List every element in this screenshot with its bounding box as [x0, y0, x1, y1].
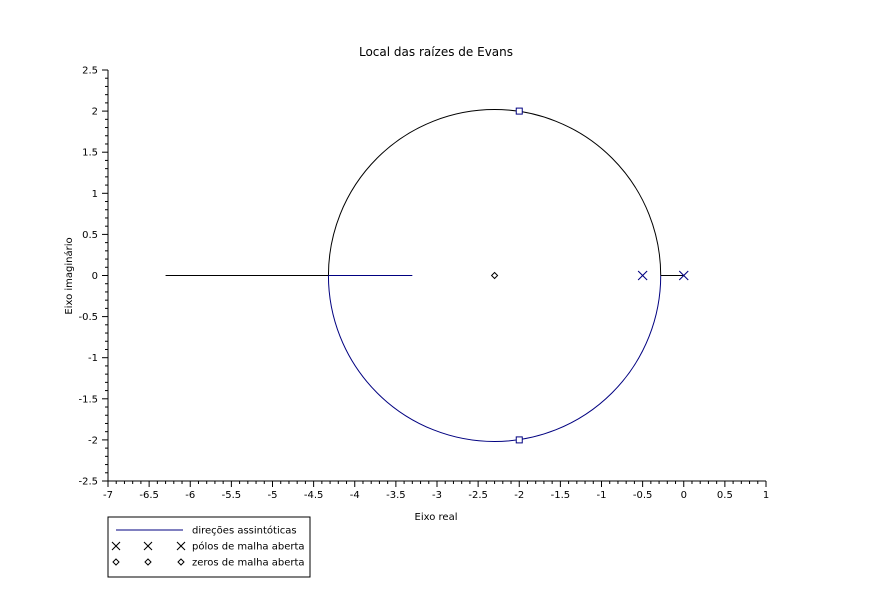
y-tick-label: 1.5 — [82, 148, 98, 159]
y-tick-label: 2.5 — [82, 66, 98, 77]
plot-marks — [165, 107, 689, 444]
y-tick-label: -1 — [88, 353, 98, 364]
pole-stroke — [637, 270, 648, 281]
x-tick-label: -3 — [432, 490, 442, 501]
x-tick-label: 0.5 — [717, 490, 733, 501]
legend-entry-label: zeros de malha aberta — [192, 558, 305, 569]
legend-swatch-x — [143, 541, 153, 551]
x-tick-label: -4 — [350, 490, 360, 501]
pole-stroke — [678, 270, 689, 281]
y-axis-label: Eixo imaginário — [63, 237, 75, 314]
legend-swatch-diamond — [112, 558, 120, 566]
x-tick-label: -2.5 — [468, 490, 488, 501]
y-tick-label: -1.5 — [78, 394, 98, 405]
legend-swatch-diamond — [144, 558, 152, 566]
y-tick-label: -2 — [88, 435, 98, 446]
x-tick-label: -0.5 — [633, 490, 653, 501]
legend-box — [107, 516, 311, 578]
axes: -7 -6.5 -6 -5.5 -5 -4.5 -4 -3.5 -3 -2.5 -2 -1.5 -1 -0… — [78, 66, 769, 502]
pole-stroke — [143, 541, 153, 551]
square-marker — [515, 107, 523, 115]
pole-stroke — [176, 541, 186, 551]
open-loop-zero — [490, 271, 499, 280]
legend-swatch-diamond — [177, 558, 185, 566]
open-loop-pole — [678, 270, 689, 281]
x-tick-label: -6.5 — [139, 490, 159, 501]
y-tick-label: 2 — [92, 107, 98, 118]
x-tick-label: -2 — [514, 490, 524, 501]
y-tick-label: 1 — [92, 189, 98, 200]
x-tick-label: -6 — [185, 490, 195, 501]
x-tick-label: 0 — [681, 490, 687, 501]
x-tick-label: -5.5 — [222, 490, 242, 501]
x-tick-label: -1.5 — [551, 490, 571, 501]
chart-title: Local das raízes de Evans — [359, 45, 513, 59]
legend-entry-label: pólos de malha aberta — [192, 541, 305, 553]
pole-stroke — [111, 541, 121, 551]
x-tick-label: -7 — [103, 490, 113, 501]
y-tick-label: -0.5 — [78, 312, 98, 323]
x-tick-label: -5 — [268, 490, 278, 501]
y-tick-label: 0.5 — [82, 230, 98, 241]
square-marker — [515, 436, 523, 444]
legend-swatch-x — [176, 541, 186, 551]
open-loop-pole — [637, 270, 648, 281]
x-tick-label: -1 — [597, 490, 607, 501]
x-tick-label: -3.5 — [386, 490, 406, 501]
legend: direções assintóticas pólos de malha aber… — [107, 516, 311, 578]
y-tick-label: -2.5 — [78, 477, 98, 488]
x-tick-label: 1 — [763, 490, 769, 501]
locus-lower-arc — [327, 275, 662, 442]
legend-entry-label: direções assintóticas — [192, 525, 297, 537]
legend-swatch-x — [111, 541, 121, 551]
locus-upper-arc — [327, 109, 662, 276]
y-tick-label: 0 — [92, 271, 98, 282]
x-tick-label: -4.5 — [304, 490, 324, 501]
x-axis-label: Eixo real — [415, 512, 458, 523]
